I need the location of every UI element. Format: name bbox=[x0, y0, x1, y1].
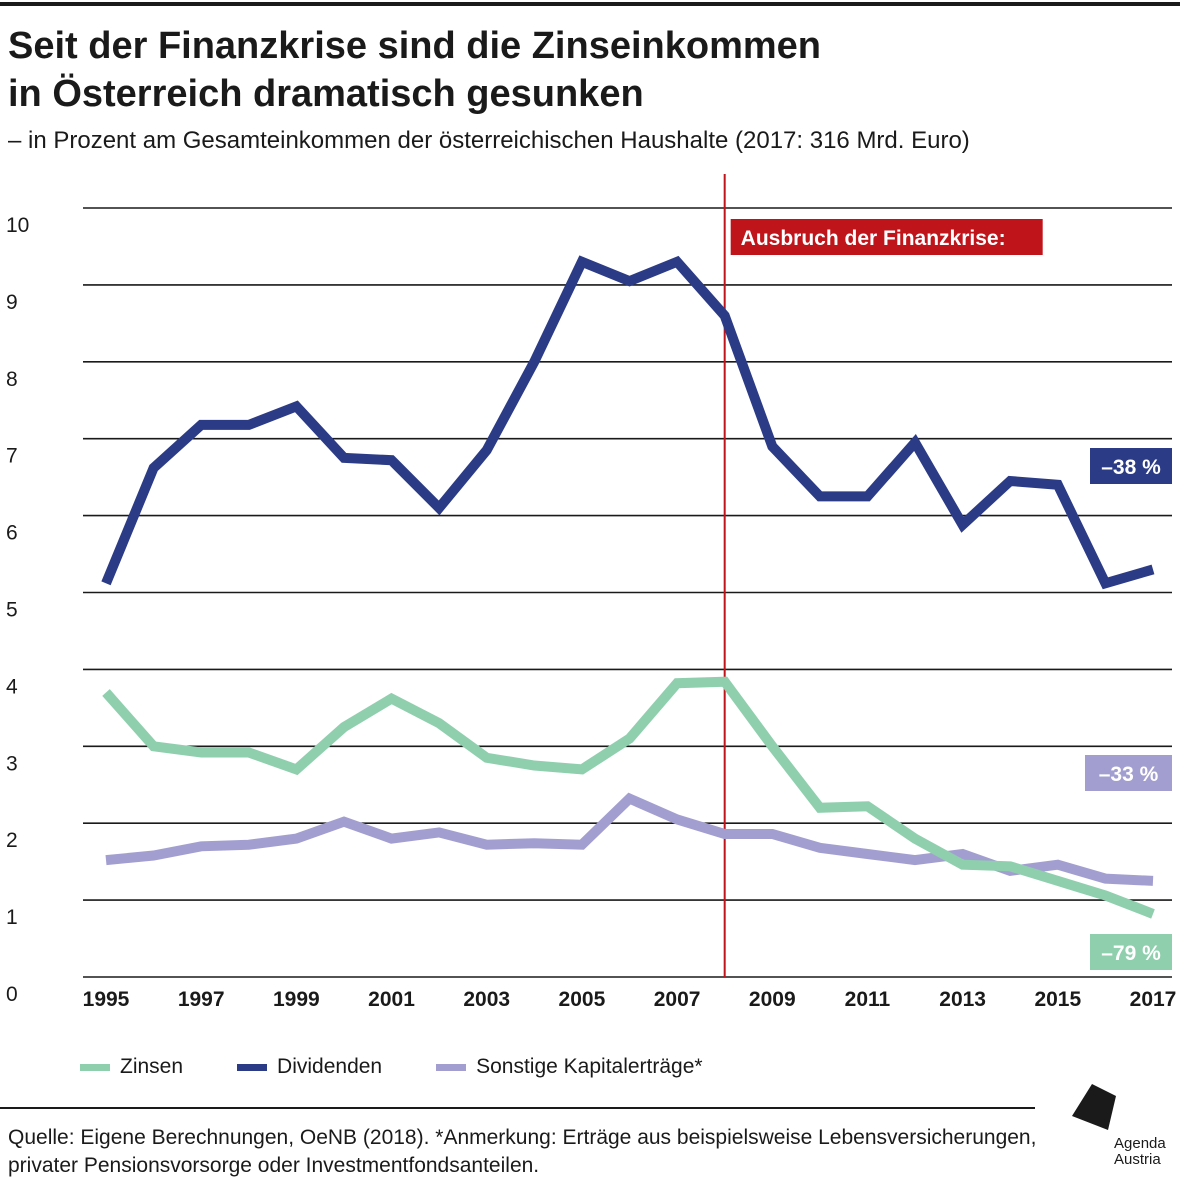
chart-subtitle: – in Prozent am Gesamteinkommen der öste… bbox=[8, 127, 970, 154]
y-tick-label: 8 bbox=[6, 368, 18, 391]
logo-text-2: Austria bbox=[1114, 1151, 1161, 1168]
x-tick-label: 2007 bbox=[654, 988, 701, 1011]
agenda-austria-logo: Agenda Austria bbox=[1068, 1080, 1168, 1172]
title-line-2: in Österreich dramatisch gesunken bbox=[8, 73, 644, 115]
x-tick-label: 2011 bbox=[845, 988, 891, 1011]
line-chart: 0 1 2 3 4 5 6 7 8 9 10 1995 1997 1999 2001 2003 2005 200… bbox=[6, 174, 1177, 1011]
y-tick-label: 7 bbox=[6, 445, 18, 468]
y-tick-label: 0 bbox=[6, 983, 18, 1006]
legend-swatch-zinsen bbox=[80, 1063, 110, 1071]
x-tick-label: 1999 bbox=[273, 988, 320, 1011]
change-badge-label: –33 % bbox=[1099, 763, 1159, 786]
change-badge-box bbox=[1090, 448, 1172, 484]
legend-label-sonstige: Sonstige Kapitalerträge* bbox=[476, 1055, 703, 1078]
legend-item-zinsen: Zinsen bbox=[80, 1055, 183, 1079]
legend-item-sonstige: Sonstige Kapitalerträge* bbox=[436, 1055, 703, 1079]
legend-swatch-sonstige bbox=[436, 1063, 467, 1071]
change-badge-box bbox=[1090, 934, 1172, 970]
y-tick-label: 10 bbox=[6, 214, 29, 237]
y-tick-label: 5 bbox=[6, 599, 18, 622]
x-tick-label: 1997 bbox=[178, 988, 225, 1011]
gridlines bbox=[83, 207, 1172, 978]
change-badges: –79 % –38 % –33 % bbox=[1085, 448, 1172, 970]
x-tick-label: 2001 bbox=[368, 988, 415, 1011]
y-tick-label: 6 bbox=[6, 522, 18, 545]
x-tick-label: 2009 bbox=[749, 988, 796, 1011]
legend-swatch-dividenden bbox=[237, 1063, 268, 1071]
bottom-rule bbox=[0, 1107, 1035, 1109]
x-tick-label: 1995 bbox=[83, 988, 130, 1011]
y-tick-label: 3 bbox=[6, 752, 18, 775]
legend-item-dividenden: Dividenden bbox=[237, 1055, 382, 1079]
y-axis-ticks: 0 1 2 3 4 5 6 7 8 9 10 bbox=[6, 214, 29, 1006]
y-tick-label: 2 bbox=[6, 829, 18, 852]
legend: Zinsen Dividenden Sonstige Kapitalerträg… bbox=[80, 1052, 757, 1082]
legend-label-zinsen: Zinsen bbox=[120, 1055, 184, 1078]
y-tick-label: 9 bbox=[6, 291, 18, 314]
title-line-1: Seit der Finanzkrise sind die Zinseinkom… bbox=[8, 25, 821, 67]
logo-text-1: Agenda bbox=[1114, 1135, 1166, 1152]
crisis-annotation: Ausbruch der Finanzkrise: bbox=[723, 174, 1043, 977]
y-tick-label: 1 bbox=[6, 906, 18, 929]
series-lines bbox=[101, 255, 1155, 919]
series-line-zinsen bbox=[102, 676, 1155, 919]
change-badge-label: –79 % bbox=[1101, 942, 1161, 965]
x-tick-label: 2013 bbox=[939, 988, 986, 1011]
x-tick-label: 2003 bbox=[463, 988, 510, 1011]
source-note: Quelle: Eigene Berechnungen, OeNB (2018)… bbox=[8, 1126, 1037, 1177]
change-badge-box bbox=[1085, 755, 1172, 791]
change-badge-label: –38 % bbox=[1101, 456, 1161, 479]
legend-label-dividenden: Dividenden bbox=[277, 1055, 383, 1078]
x-tick-label: 2017 bbox=[1130, 988, 1177, 1011]
x-tick-label: 2005 bbox=[559, 988, 606, 1011]
crisis-label-box bbox=[730, 219, 1043, 255]
crisis-label: Ausbruch der Finanzkrise: bbox=[741, 227, 1006, 250]
series-line-dividenden bbox=[101, 255, 1155, 590]
chart-title: Seit der Finanzkrise sind die Zinseinkom… bbox=[8, 22, 1168, 118]
x-axis-ticks: 1995 1997 1999 2001 2003 2005 2007 2009 2011 2013… bbox=[83, 988, 1177, 1011]
series-line-sonstige-kapitalerträge bbox=[105, 792, 1154, 886]
logo-mark-icon bbox=[1072, 1084, 1116, 1130]
y-tick-label: 4 bbox=[6, 675, 18, 698]
top-rule bbox=[0, 2, 1180, 6]
x-tick-label: 2015 bbox=[1034, 988, 1081, 1011]
